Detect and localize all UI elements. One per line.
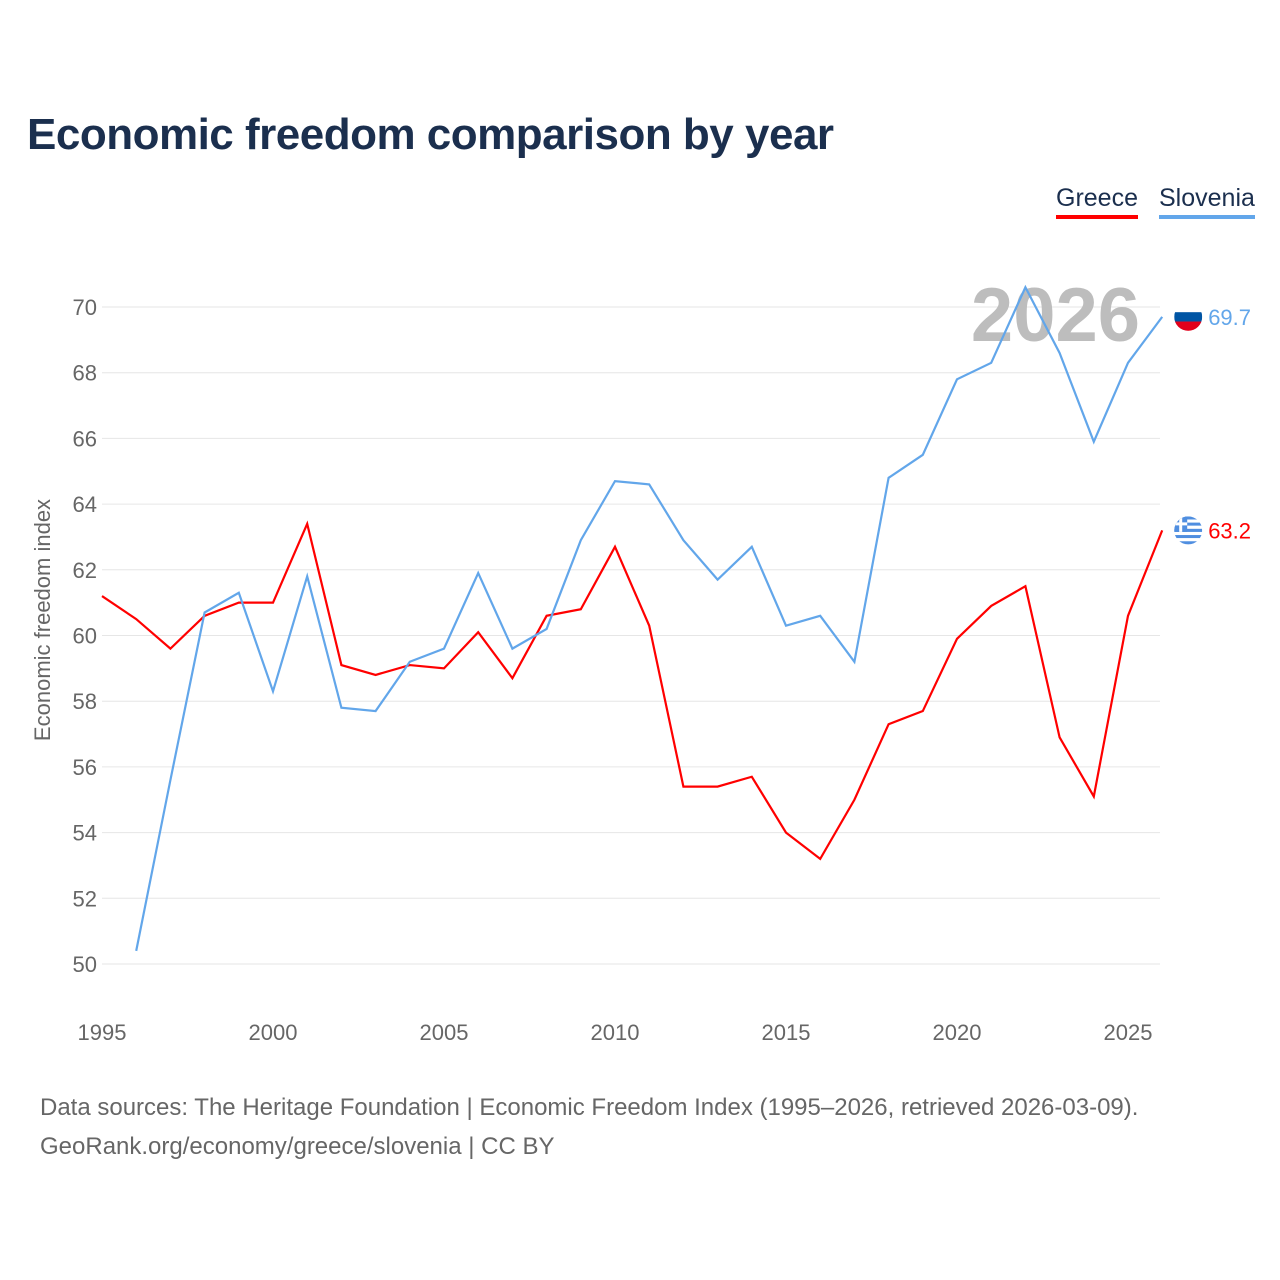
series-line-slovenia <box>135 284 1164 952</box>
x-tick-label: 2000 <box>249 1020 298 1045</box>
source-line-2: GeoRank.org/economy/greece/slovenia | CC… <box>40 1133 555 1160</box>
y-tick-label: 60 <box>73 624 97 649</box>
y-tick-label: 54 <box>73 821 97 846</box>
x-tick-label: 2015 <box>762 1020 811 1045</box>
y-tick-label: 66 <box>73 426 97 451</box>
y-tick-label: 50 <box>73 952 97 977</box>
y-tick-label: 70 <box>73 295 97 320</box>
series-line-greece <box>101 520 1164 861</box>
x-tick-label: 2010 <box>591 1020 640 1045</box>
x-tick-label: 2020 <box>933 1020 982 1045</box>
source-line-1: Data sources: The Heritage Foundation | … <box>40 1094 1139 1121</box>
y-tick-label: 56 <box>73 755 97 780</box>
y-axis-label: Economic freedom index <box>30 499 55 741</box>
x-tick-label: 1995 <box>78 1020 127 1045</box>
y-tick-label: 58 <box>73 689 97 714</box>
legend-slovenia[interactable]: Slovenia <box>1159 184 1255 219</box>
chart-title: Economic freedom comparison by year <box>27 110 834 159</box>
y-tick-label: 52 <box>73 886 97 911</box>
flag-greece-icon <box>1174 516 1203 545</box>
end-value-label: 69.7 <box>1208 305 1251 330</box>
flag-slovenia-icon <box>1174 302 1203 331</box>
source-note: Data sources: The Heritage Foundation | … <box>40 1088 1138 1166</box>
y-tick-label: 64 <box>73 492 97 517</box>
x-tick-label: 2025 <box>1104 1020 1153 1045</box>
legend-greece[interactable]: Greece <box>1056 184 1138 219</box>
y-tick-label: 68 <box>73 361 97 386</box>
y-tick-label: 62 <box>73 558 97 583</box>
end-value-label: 63.2 <box>1208 518 1251 543</box>
x-tick-label: 2005 <box>420 1020 469 1045</box>
